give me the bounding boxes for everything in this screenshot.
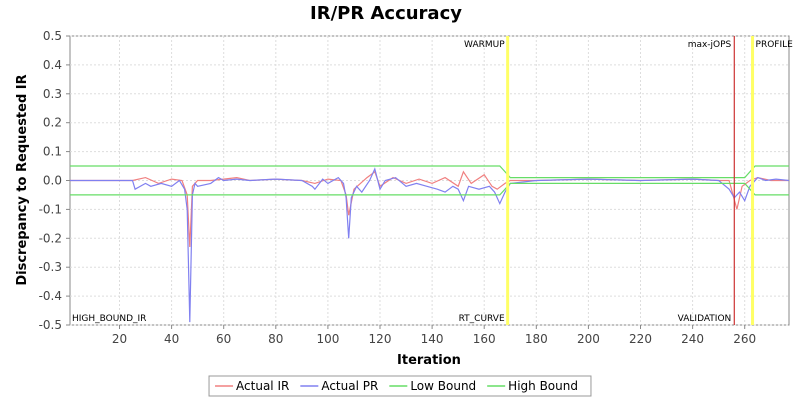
series-line-actual-pr [70,167,790,323]
marker-label: RT_CURVE [459,314,505,324]
x-tick-label: 200 [577,332,600,346]
y-tick-label: 0.5 [43,29,62,43]
plot-frame [69,35,790,326]
y-tick-labels: -0.5 -0.4 -0.3 -0.2 -0.1 0.0 0.1 0.2 0.3 0.4 0.5 [39,29,70,332]
legend-entry: High Bound [508,379,578,393]
series-line-high-bound [70,165,789,179]
marker-label: WARMUP [464,40,505,50]
legend-entry: Actual IR [236,379,289,393]
y-tick-label: -0.5 [39,318,62,332]
y-tick-label: -0.4 [39,289,62,303]
x-tick-label: 180 [525,332,548,346]
marker-label: HIGH_BOUND_IR [72,314,146,324]
series-group [70,165,790,323]
x-tick-label: 220 [629,332,652,346]
marker-label: max-jOPS [688,40,732,50]
y-axis-label: Discrepancy to Requested IR [15,74,30,285]
y-tick-label: -0.2 [39,231,62,245]
x-tick-label: 160 [473,332,496,346]
y-tick-label: 0.4 [43,58,62,72]
y-tick-label: -0.1 [39,202,62,216]
x-tick-label: 240 [681,332,704,346]
y-tick-label: 0.1 [43,145,62,159]
y-tick-label: 0.2 [43,116,62,130]
markers-group: WARMUP RT_CURVE max-jOPS VALIDATION PROFILE H… [72,36,793,325]
x-tick-label: 60 [216,332,231,346]
x-tick-label: 80 [268,332,283,346]
marker-label: PROFILE [756,40,794,50]
legend-entry: Low Bound [410,379,476,393]
x-tick-label: 260 [733,332,756,346]
series-line-low-bound [70,182,789,196]
legend-entry: Actual PR [321,379,378,393]
x-tick-label: 120 [369,332,392,346]
x-tick-label: 40 [164,332,179,346]
x-tick-labels: 20 40 60 80 100 120 140 160 180 200 220 240 260 [112,325,756,346]
y-tick-label: 0.0 [43,174,62,188]
x-axis-label: Iteration [397,353,461,368]
x-tick-label: 140 [421,332,444,346]
x-tick-label: 20 [112,332,127,346]
chart-title: IR/PR Accuracy [310,3,462,24]
x-tick-label: 100 [316,332,339,346]
y-tick-label: -0.3 [39,260,62,274]
y-tick-label: 0.3 [43,87,62,101]
plot-area [69,35,790,326]
legend: Actual IR Actual PR Low Bound High Bound [208,375,592,397]
marker-label: VALIDATION [678,314,732,324]
